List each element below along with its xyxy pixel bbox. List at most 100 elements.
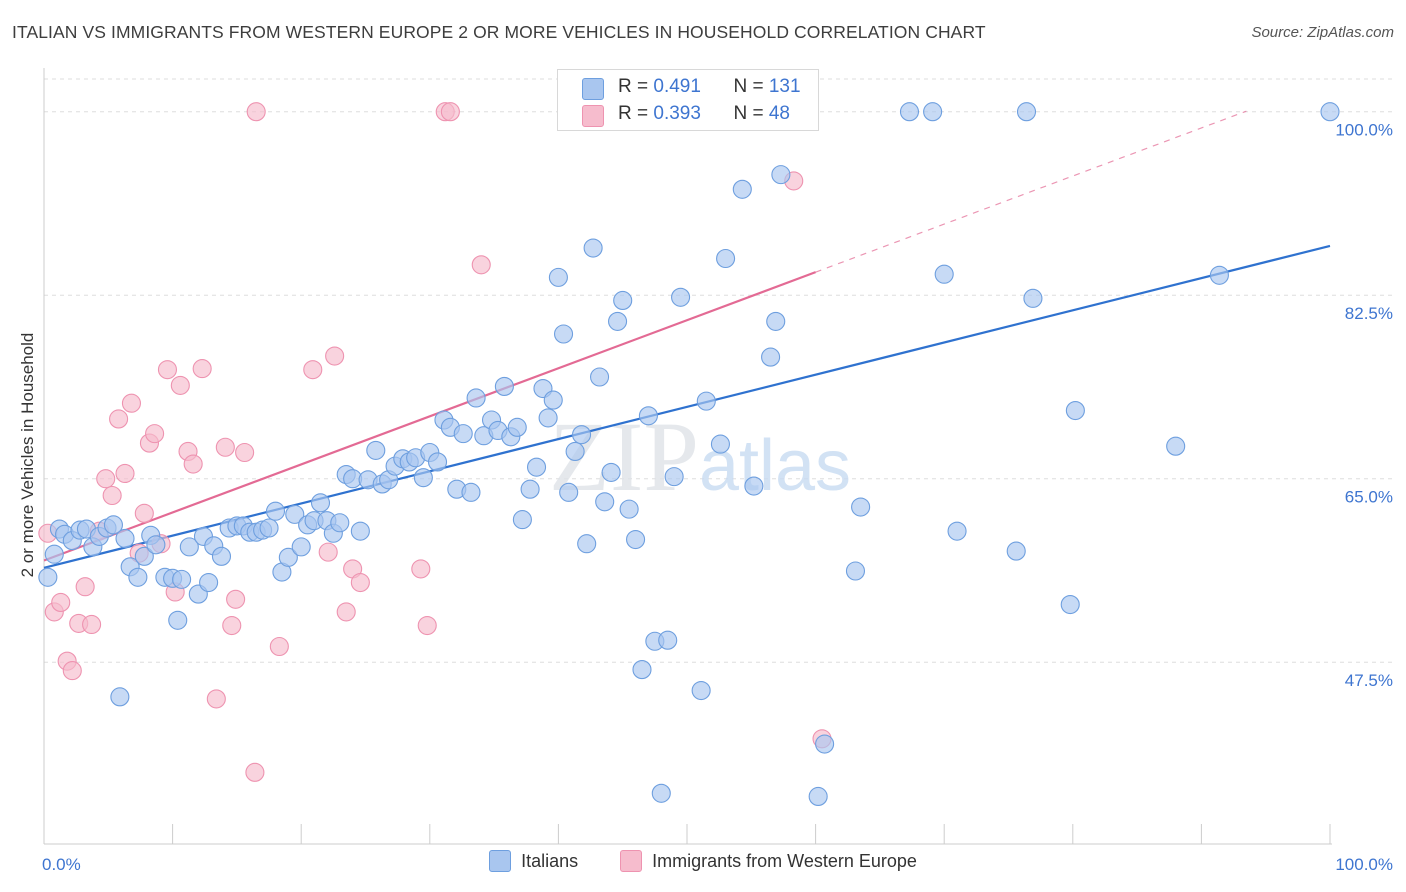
tick-labels: 47.5% 65.0% 82.5% 100.0% 0.0% 100.0%	[42, 121, 1393, 874]
immigrants-point	[82, 614, 102, 635]
legend-label-italians: Italians	[521, 850, 579, 871]
legend-swatch-immigrants	[620, 850, 643, 872]
italians-point	[658, 630, 678, 650]
italians-point	[808, 786, 828, 806]
y-tick-label: 65.0%	[1345, 488, 1393, 507]
italians-point	[613, 290, 633, 311]
immigrants-point	[350, 572, 370, 593]
italians-point	[732, 179, 752, 199]
italians-r-label: R =	[618, 76, 654, 97]
italians-point	[168, 610, 188, 630]
italians-point	[146, 535, 166, 555]
x-tick-label: 100.0%	[1335, 855, 1393, 874]
italians-point	[172, 569, 192, 589]
italians-point	[671, 287, 691, 307]
immigrants-n-label: N =	[733, 103, 769, 124]
immigrants-n-value: 48	[768, 103, 790, 124]
italians-point	[103, 515, 123, 535]
legend-swatch-italians	[489, 850, 512, 872]
italians-point	[947, 521, 967, 541]
immigrants-point	[145, 424, 165, 444]
italians-point	[1023, 288, 1043, 308]
immigrants-point	[235, 442, 255, 463]
watermark: ZIPatlas	[549, 401, 851, 512]
italians-point	[1166, 436, 1186, 456]
immigrants-r-value: 0.393	[653, 103, 701, 124]
italians-point	[199, 572, 219, 593]
legend-item-italians[interactable]: Italians	[489, 850, 578, 872]
immigrants-trend-line	[43, 271, 816, 562]
immigrants-point	[318, 542, 338, 562]
immigrants-point	[206, 689, 226, 709]
italians-point	[44, 544, 64, 564]
italians-point	[285, 504, 305, 524]
italians-point	[461, 482, 481, 502]
italians-point	[744, 476, 764, 496]
axes	[43, 68, 1332, 845]
immigrants-point	[75, 577, 95, 597]
italians-point	[1016, 102, 1037, 122]
immigrants-point	[121, 393, 141, 413]
italians-point	[595, 492, 615, 512]
italians-point	[583, 238, 603, 258]
immigrants-swatch	[582, 105, 604, 127]
legend-item-immigrants[interactable]: Immigrants from Western Europe	[620, 850, 917, 872]
immigrants-point	[245, 762, 265, 782]
italians-point	[691, 680, 711, 701]
italians-point	[638, 406, 658, 426]
y-axis-title: 2 or more Vehicles in Household	[18, 332, 37, 578]
italians-point	[845, 561, 866, 581]
italians-point	[923, 102, 943, 122]
italians-point	[1320, 102, 1340, 122]
italians-point	[632, 660, 652, 680]
italians-point	[651, 783, 671, 803]
italians-point	[1006, 541, 1026, 561]
italians-point	[526, 457, 547, 477]
italians-point	[350, 521, 370, 541]
stats-legend: R = 0.491 N = 131 R = 0.393 N = 48	[557, 69, 819, 131]
immigrants-point	[269, 636, 289, 657]
italians-n-label: N =	[733, 76, 769, 97]
immigrants-point	[411, 559, 431, 579]
italians-point	[543, 390, 563, 410]
italians-point	[934, 264, 954, 284]
immigrants-point	[96, 469, 116, 489]
immigrants-point	[157, 360, 178, 380]
italians-point	[553, 324, 574, 344]
italians-point	[179, 537, 199, 557]
italians-point	[453, 424, 473, 444]
immigrants-point	[109, 409, 129, 429]
italians-point	[310, 493, 331, 513]
italians-point	[466, 388, 486, 408]
series-legend: Italians Immigrants from Western Europe	[0, 850, 1406, 872]
italians-n-value: 131	[768, 76, 801, 97]
immigrants-point	[102, 485, 122, 506]
italians-point	[427, 452, 448, 472]
italians-point	[278, 547, 298, 567]
italians-point	[571, 425, 592, 445]
immigrants-point	[336, 602, 356, 622]
legend-label-immigrants: Immigrants from Western Europe	[652, 850, 917, 871]
y-tick-label: 47.5%	[1345, 671, 1393, 690]
immigrants-point	[325, 346, 345, 366]
italians-point	[761, 347, 781, 367]
italians-point	[851, 497, 871, 517]
italians-point	[548, 267, 568, 287]
italians-point	[716, 248, 736, 269]
italians-point	[211, 546, 232, 566]
immigrants-point	[222, 615, 242, 636]
italians-point	[366, 440, 386, 460]
italians-point	[766, 311, 786, 331]
italians-point	[115, 528, 135, 549]
italians-point	[619, 499, 639, 519]
italians-point	[899, 102, 920, 122]
y-tick-label: 100.0%	[1335, 121, 1393, 140]
immigrants-trend-extension	[815, 110, 1247, 273]
italians-point	[259, 518, 279, 538]
italians-point	[128, 567, 148, 587]
italians-point	[507, 417, 527, 437]
immigrants-point	[246, 102, 266, 122]
italians-point	[1065, 401, 1085, 421]
immigrants-point	[62, 661, 82, 681]
italians-swatch	[582, 78, 604, 100]
